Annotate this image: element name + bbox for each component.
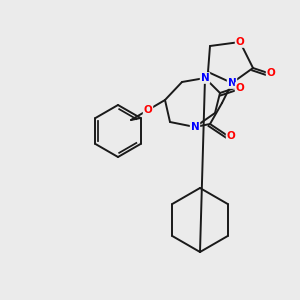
Text: O: O: [267, 68, 275, 78]
Text: O: O: [236, 37, 244, 47]
Text: N: N: [190, 122, 200, 132]
Text: N: N: [201, 73, 209, 83]
Text: O: O: [226, 131, 236, 141]
Text: O: O: [144, 105, 152, 115]
Text: N: N: [228, 78, 236, 88]
Text: O: O: [236, 83, 244, 93]
